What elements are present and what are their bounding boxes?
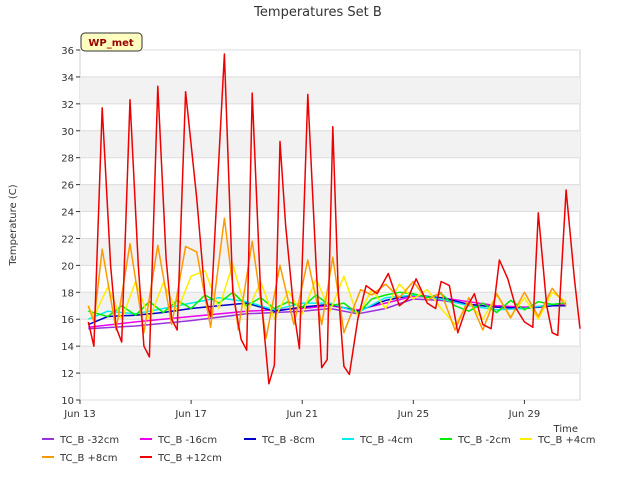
y-tick-label: 10 xyxy=(61,396,74,407)
x-axis-ticks: Jun 13 Jun 17 Jun 21 Jun 25 Jun 29 xyxy=(63,400,540,420)
y-tick-label: 32 xyxy=(61,100,74,111)
legend-item: TC_B -8cm xyxy=(244,435,315,446)
series-line-tc-b-4cm xyxy=(87,263,567,326)
y-tick-label: 30 xyxy=(61,127,74,138)
legend-item: TC_B -2cm xyxy=(440,435,511,446)
x-tick-label: Jun 17 xyxy=(174,409,207,420)
legend-item: TC_B +12cm xyxy=(140,453,222,464)
y-tick-label: 12 xyxy=(61,369,74,380)
series-line-tc-b-2cm xyxy=(88,291,567,318)
y-tick-label: 26 xyxy=(61,181,74,192)
legend-label: TC_B -4cm xyxy=(359,435,413,446)
series-line-tc-b-4cm xyxy=(88,294,567,320)
x-tick-label: Jun 21 xyxy=(285,409,318,420)
site-badge-label: WP_met xyxy=(88,38,134,49)
legend-label: TC_B -16cm xyxy=(157,435,217,446)
legend-label: TC_B -32cm xyxy=(59,435,119,446)
background-band xyxy=(80,130,580,158)
y-tick-label: 28 xyxy=(61,154,74,165)
legend-label: TC_B +8cm xyxy=(59,453,118,464)
x-axis-label: Time xyxy=(553,424,578,435)
legend-item: TC_B -32cm xyxy=(42,435,119,446)
legend: TC_B -32cm TC_B -16cm TC_B -8cm TC_B -4cm TC… xyxy=(42,435,596,464)
y-tick-label: 16 xyxy=(61,315,74,326)
legend-item: TC_B +8cm xyxy=(42,453,118,464)
series-lines xyxy=(87,53,581,385)
y-tick-label: 34 xyxy=(61,73,74,84)
y-axis-label: Temperature (C) xyxy=(8,184,19,266)
legend-label: TC_B +12cm xyxy=(157,453,222,464)
x-tick-label: Jun 13 xyxy=(63,409,96,420)
legend-label: TC_B +4cm xyxy=(537,435,596,446)
y-axis-ticks: 10 12 14 16 18 20 22 24 26 28 30 32 34 36 xyxy=(61,46,80,407)
x-tick-label: Jun 25 xyxy=(397,409,430,420)
legend-item: TC_B -4cm xyxy=(342,435,413,446)
y-tick-label: 14 xyxy=(61,342,74,353)
x-tick-label: Jun 29 xyxy=(508,409,541,420)
y-tick-label: 22 xyxy=(61,234,74,245)
site-badge: WP_met xyxy=(80,32,143,52)
legend-item: TC_B -16cm xyxy=(140,435,217,446)
series-line-tc-b-12cm xyxy=(87,53,581,385)
y-tick-label: 36 xyxy=(61,46,74,57)
y-tick-label: 24 xyxy=(61,208,74,219)
y-tick-label: 20 xyxy=(61,261,74,272)
y-tick-label: 18 xyxy=(61,288,74,299)
legend-label: TC_B -8cm xyxy=(261,435,315,446)
series-line-tc-b-8cm xyxy=(87,217,567,339)
background-band xyxy=(80,346,580,374)
legend-item: TC_B +4cm xyxy=(520,435,596,446)
background-band xyxy=(80,76,580,104)
chart-title: Temperatures Set B xyxy=(253,5,382,20)
plot-area xyxy=(79,49,581,401)
site-badge-box xyxy=(80,32,143,52)
legend-label: TC_B -2cm xyxy=(457,435,511,446)
